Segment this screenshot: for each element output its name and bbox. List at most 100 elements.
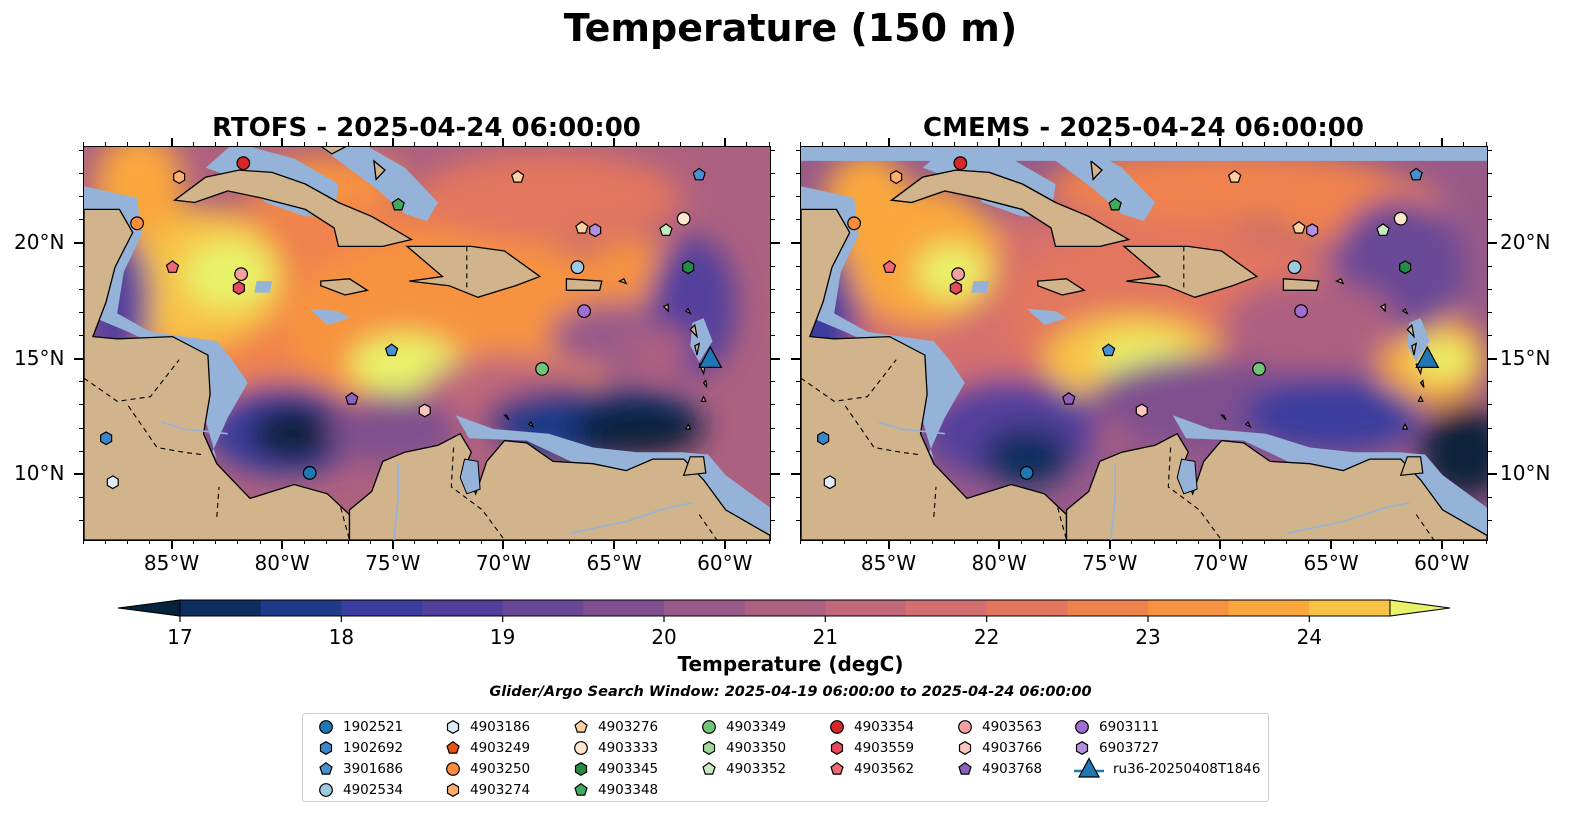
lon-minor-tick [1286,540,1288,544]
marker-ru36-20250408T1846 [1415,345,1440,368]
lon-tick-label: 80°W [254,551,310,575]
lon-minor-tick [910,540,912,544]
lon-minor-tick [1485,540,1487,544]
lat-tick-right [1488,288,1492,290]
legend-marker [702,720,716,734]
lake [1176,458,1198,495]
legend-marker [446,762,460,776]
country-border [450,447,505,540]
island [1379,303,1386,313]
lon-minor-tick [1065,540,1067,544]
marker-1902692 [817,431,830,446]
legend-marker [958,761,972,775]
panel-title-rtofs: RTOFS - 2025-04-24 06:00:00 [212,113,641,143]
lon-minor-tick [215,142,217,146]
panel-title-cmems: CMEMS - 2025-04-24 06:00:00 [923,113,1364,143]
lon-minor-tick [1286,142,1288,146]
shelf-area [1026,308,1067,325]
lon-minor-tick [635,540,637,544]
marker-4903186 [823,475,836,490]
marker-6903727 [1306,223,1319,238]
legend-marker [702,761,716,775]
lat-tick-right [1488,520,1492,521]
lat-tick [79,335,83,337]
legend-marker [319,741,333,755]
legend-label: 4903274 [470,782,531,798]
lon-tick-top [1108,138,1111,146]
hexagon-marker-icon [958,741,972,755]
figure-title: Temperature (150 m) [563,6,1018,50]
temperature-feature [1221,278,1399,372]
lon-minor-tick [148,540,150,544]
legend-label: 4903333 [598,740,659,756]
marker-3901686 [384,343,399,357]
legend-label: 4903354 [854,719,915,735]
legend-marker [319,783,333,797]
island [1406,323,1415,339]
legend-label: 4903563 [982,719,1043,735]
legend-marker [319,720,333,734]
lon-tick-label: 70°W [475,551,532,575]
lat-tick [796,288,800,290]
lat-tick-right [1488,496,1492,498]
legend-item: 4903562 [828,759,914,779]
legend-item: 4903276 [572,717,658,737]
island [1417,395,1424,402]
lat-tick [791,473,800,476]
lon-tick-label: 60°W [1414,551,1470,575]
lon-minor-tick [1374,540,1376,544]
marker-4903766 [1135,403,1148,418]
land-area [1282,278,1320,291]
marker-4903250 [130,216,145,231]
lon-minor-tick [865,142,867,146]
circle-marker-icon [958,720,972,734]
colorbar-tick-label: 23 [1135,625,1161,649]
legend-label: 4903768 [982,761,1043,777]
lon-minor-tick [1396,142,1398,146]
lon-minor-tick [932,540,934,544]
legend-marker [830,761,844,775]
lon-minor-tick [1065,142,1067,146]
lat-tick-label: 20°N [1500,230,1551,255]
legend-item: 4902534 [317,780,403,800]
lon-tick-top [170,138,173,146]
legend-marker [958,741,972,755]
legend-label: 3901686 [343,761,404,777]
lon-minor-tick [1396,540,1398,544]
lake [459,458,481,495]
lon-tick [1219,540,1222,549]
lat-tick-right [771,288,775,290]
lat-tick [796,311,800,313]
lat-tick [796,265,800,267]
legend-item: 1902521 [317,717,403,737]
lon-tick-label: 75°W [1082,551,1138,575]
marker-4903563 [951,267,966,282]
lon-minor-tick [1131,540,1133,544]
island [684,423,692,430]
lon-tick-label: 80°W [971,551,1027,575]
marker-4903274 [890,170,903,185]
river [570,502,693,534]
marker-3901686 [1101,343,1116,357]
circle-marker-icon [702,720,716,734]
marker-4903276 [575,220,589,234]
lon-minor-tick [591,540,593,544]
colorbar-bin [825,600,907,616]
lon-minor-tick [1087,540,1089,544]
lon-minor-tick [104,142,106,146]
lon-minor-tick [370,142,372,146]
lat-tick-right [771,265,775,267]
lon-tick-top [1440,138,1443,146]
lat-tick-right [771,311,775,313]
island [694,342,701,356]
marker-3901686 [692,167,706,181]
lat-tick [791,242,800,245]
island [1220,414,1227,421]
river [1110,463,1117,540]
lon-minor-tick [910,142,912,146]
island [1334,277,1345,285]
hexagon-marker-icon [1075,741,1089,755]
land-area [373,159,386,181]
lat-tick-right [1488,381,1492,383]
lon-tick-top [1219,138,1222,146]
